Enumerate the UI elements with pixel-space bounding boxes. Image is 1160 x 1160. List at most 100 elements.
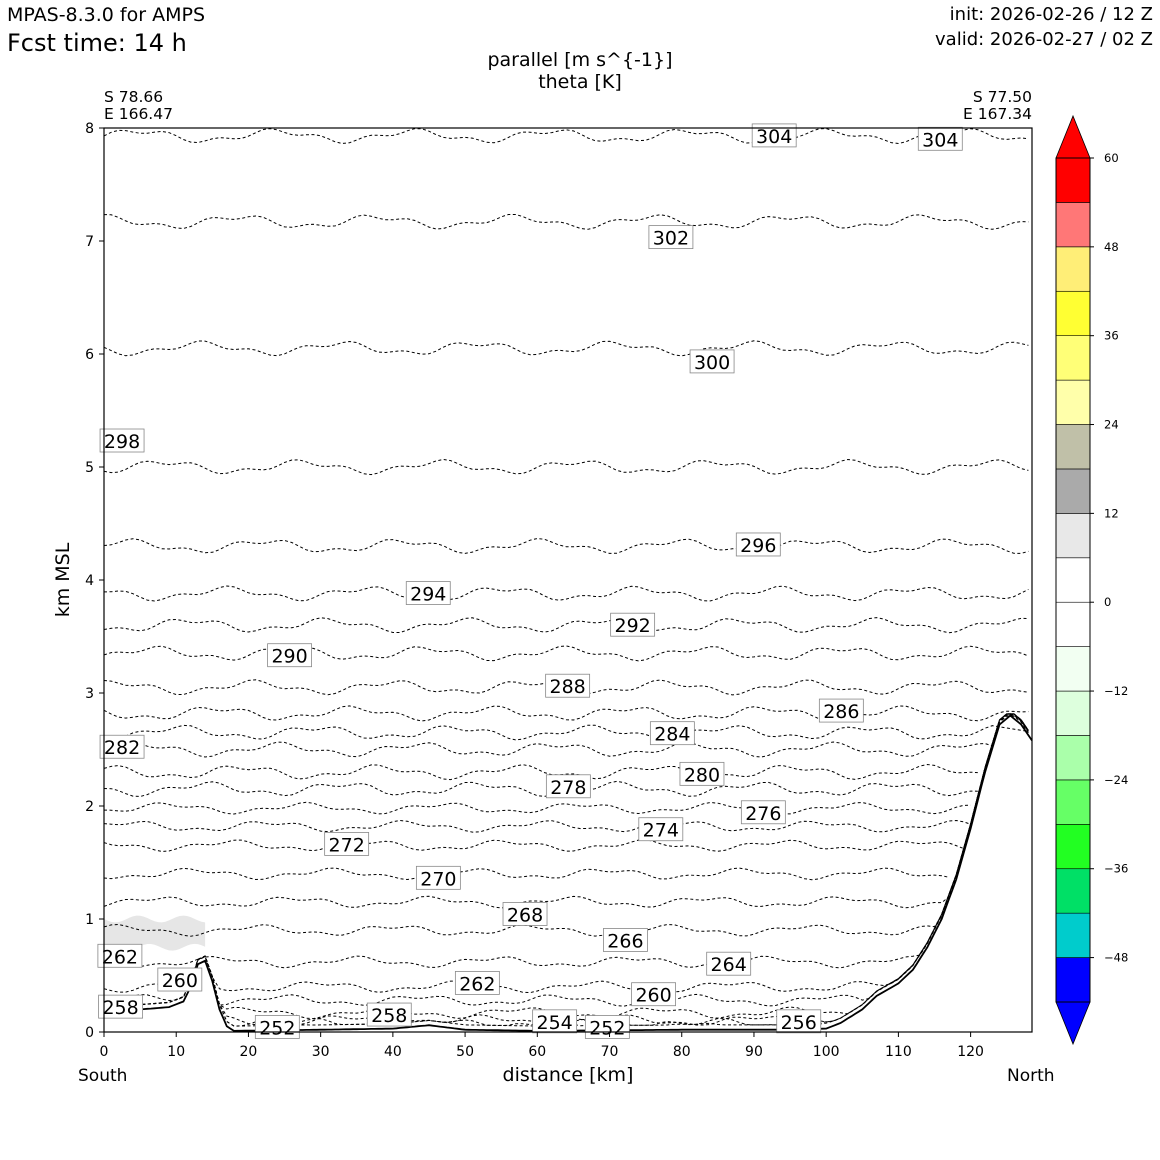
colorbar-segment-10: [1055, 513, 1091, 559]
theta-contour-258: [103, 713, 1029, 1020]
colorbar-tick-label-0: 0: [1104, 595, 1111, 609]
contour-label-box: [706, 951, 752, 976]
contour-label-text: 258: [371, 1005, 407, 1027]
colorbar-segment-1: [1055, 912, 1091, 958]
contour-label-262-23: 262: [454, 971, 500, 995]
theta-contour-282: [103, 741, 993, 758]
contour-label-box: [603, 928, 648, 952]
theta-contour-256: [103, 713, 1029, 1027]
contour-label-box: [818, 698, 864, 723]
contour-label-box: [776, 1009, 822, 1034]
theta-contour-286: [103, 705, 1029, 722]
y-tick-label-2: 2: [85, 799, 94, 815]
contour-label-268-19: 268: [502, 902, 548, 926]
contour-label-text: 264: [711, 954, 747, 976]
contour-label-text: 274: [643, 820, 679, 842]
contour-label-text: 280: [684, 764, 720, 786]
contour-label-262-22: 262: [97, 943, 143, 968]
theta-contour-270: [103, 867, 950, 881]
contour-label-box: [740, 800, 786, 825]
colorbar-segment-17: [1055, 202, 1091, 248]
contour-label-text: 268: [507, 904, 543, 926]
contour-label-box: [679, 761, 725, 786]
contour-label-252-30: 252: [254, 1015, 300, 1039]
contour-label-box: [638, 817, 684, 842]
start-lat: S 78.66: [104, 88, 164, 106]
theta-contour-284: [103, 724, 1029, 741]
colorbar-segment-15: [1055, 290, 1091, 336]
theta-contour-280: [103, 763, 978, 781]
colorbar-under-arrow: [1055, 1001, 1091, 1046]
theta-contour-276: [103, 801, 971, 815]
theta-contour-304: [103, 128, 1029, 145]
contour-label-box: [689, 349, 735, 374]
colorbar-segment-4: [1055, 779, 1091, 825]
x-tick-label-40: 40: [384, 1044, 402, 1060]
y-tick-label-1: 1: [85, 912, 94, 928]
contour-label-292-7: 292: [610, 612, 656, 637]
contour-label-266-20: 266: [603, 928, 648, 952]
y-tick-label-5: 5: [85, 460, 94, 476]
y-tick-label-0: 0: [85, 1025, 94, 1041]
theta-contour-296: [103, 537, 1029, 554]
contour-label-box: [98, 994, 144, 1019]
contour-label-258-26: 258: [98, 994, 144, 1019]
colorbar-over-arrow: [1055, 114, 1091, 159]
contour-label-text: 270: [420, 868, 456, 890]
contour-label-text: 276: [745, 803, 781, 825]
contour-label-280-13: 280: [679, 761, 725, 786]
contour-label-294-6: 294: [405, 581, 451, 606]
forecast-time: Fcst time: 14 h: [7, 29, 187, 57]
contour-label-304-1: 304: [917, 126, 963, 151]
x-tick-label-110: 110: [885, 1044, 912, 1060]
x-tick-label-50: 50: [456, 1044, 474, 1060]
colorbar-frame: [1055, 157, 1091, 1003]
contour-label-296-5: 296: [735, 532, 781, 557]
contour-label-text: 254: [537, 1012, 573, 1034]
theta-contour-264: [103, 714, 1029, 969]
contour-label-304-0: 304: [751, 123, 797, 148]
terrain-line: [103, 714, 1033, 1032]
contour-label-box: [751, 123, 797, 148]
theta-contour-268: [103, 715, 1029, 909]
colorbar-segment-13: [1055, 379, 1091, 425]
contour-label-290-8: 290: [267, 643, 313, 668]
contour-label-box: [99, 428, 145, 453]
chart-title-theta: theta [K]: [538, 71, 622, 93]
contour-label-260-25: 260: [631, 982, 676, 1007]
contour-label-text: 304: [756, 126, 792, 148]
y-tick-label-3: 3: [85, 686, 94, 702]
contour-label-box: [917, 126, 963, 151]
contour-label-288-9: 288: [545, 673, 591, 698]
colorbar-tick-label-24: 24: [1104, 418, 1119, 432]
contour-label-text: 272: [329, 834, 365, 856]
end-lon: E 167.34: [963, 105, 1032, 123]
theta-contour-254: [103, 713, 1029, 1027]
contour-label-text: 284: [654, 724, 690, 746]
contour-label-box: [405, 581, 451, 605]
contour-label-text: 260: [162, 970, 198, 992]
colorbar-tick-label--48: −48: [1104, 951, 1128, 965]
colorbar-segment-7: [1055, 646, 1091, 692]
contour-label-box: [610, 612, 656, 637]
x-tick-label-10: 10: [167, 1044, 185, 1060]
theta-contour-292: [103, 617, 1029, 634]
colorbar-tick-label--36: −36: [1104, 862, 1128, 876]
contour-label-274-16: 274: [638, 817, 684, 842]
colorbar-segment-16: [1055, 246, 1091, 292]
contour-label-286-10: 286: [818, 698, 864, 723]
x-tick-label-90: 90: [745, 1044, 763, 1060]
contour-label-300-3: 300: [689, 349, 735, 374]
colorbar-tick-label-36: 36: [1104, 329, 1119, 343]
wind-shading-layer: [104, 915, 206, 951]
contour-label-box: [502, 902, 548, 926]
contour-label-box: [415, 865, 461, 890]
axes-layer: 0 10 20 30 40 50 60 70 80 90 100 110 120 0 1 2 3 4 5 6 7 8: [85, 121, 1033, 1060]
contour-label-text: 304: [922, 129, 958, 151]
contour-label-box: [267, 643, 313, 668]
chart-title-wind: parallel [m s^{-1}]: [487, 49, 673, 71]
theta-contour-290: [103, 645, 1029, 662]
wind-shading-region: [104, 915, 206, 951]
contour-label-298-4: 298: [99, 428, 145, 453]
